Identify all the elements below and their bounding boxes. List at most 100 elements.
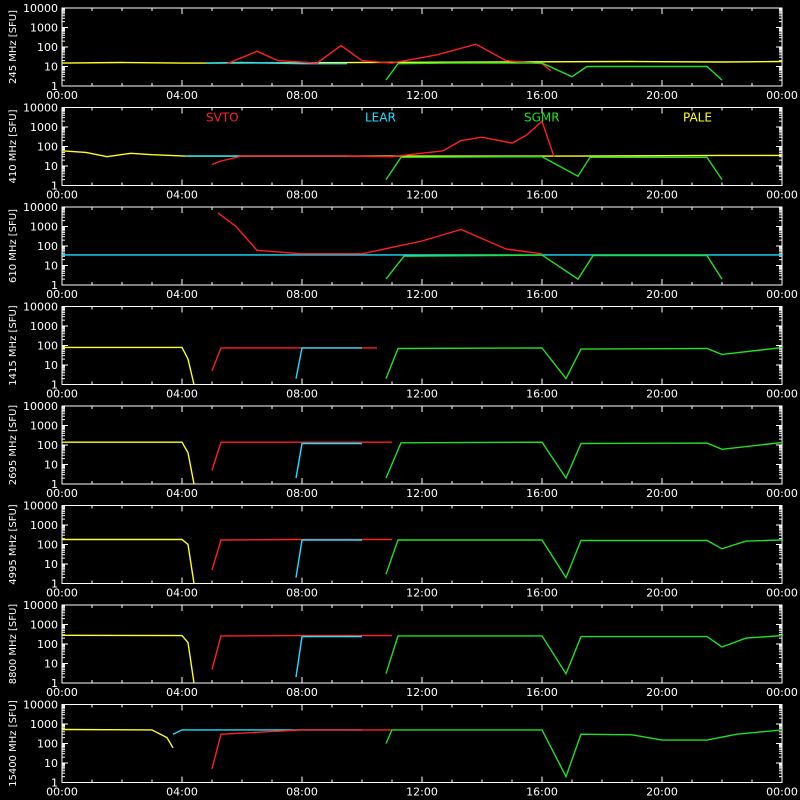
y-axis-label: 410 MHz [SFU] bbox=[8, 109, 19, 183]
x-tick-label: 04:00 bbox=[166, 686, 198, 699]
x-tick-label: 20:00 bbox=[646, 487, 678, 500]
x-tick-label: 04:00 bbox=[166, 288, 198, 301]
x-tick-label: 16:00 bbox=[526, 587, 558, 600]
x-tick-label: 00:00 bbox=[46, 89, 78, 102]
y-tick-label: 100 bbox=[37, 141, 58, 154]
x-tick-label: 04:00 bbox=[166, 189, 198, 202]
x-tick-label: 20:00 bbox=[646, 388, 678, 401]
x-tick-label: 00:00 bbox=[46, 786, 78, 799]
x-tick-label: 04:00 bbox=[166, 786, 198, 799]
y-tick-label: 100 bbox=[37, 240, 58, 253]
x-tick-label: 00:00 bbox=[766, 686, 798, 699]
x-tick-label: 16:00 bbox=[526, 487, 558, 500]
x-tick-label: 16:00 bbox=[526, 388, 558, 401]
y-tick-label: 10 bbox=[44, 459, 58, 472]
y-tick-label: 100 bbox=[37, 41, 58, 54]
series-line-sgmr bbox=[385, 155, 723, 180]
y-tick-label: 1 bbox=[51, 379, 58, 392]
series-line-svto bbox=[211, 119, 555, 166]
y-tick-label: 1 bbox=[51, 279, 58, 292]
y-tick-label: 10000 bbox=[23, 500, 58, 513]
series-line-svto bbox=[211, 729, 392, 770]
series-line-pale bbox=[62, 538, 195, 584]
x-tick-label: 12:00 bbox=[406, 189, 438, 202]
x-tick-label: 04:00 bbox=[166, 388, 198, 401]
plot-frame bbox=[61, 505, 783, 584]
y-tick-label: 1000 bbox=[30, 221, 58, 234]
x-tick-label: 20:00 bbox=[646, 89, 678, 102]
y-tick-label: 100 bbox=[37, 439, 58, 452]
series-line-lear bbox=[295, 442, 362, 479]
series-line-lear bbox=[295, 539, 362, 578]
x-tick-label: 00:00 bbox=[766, 288, 798, 301]
series-line-sgmr bbox=[385, 441, 783, 480]
x-tick-label: 12:00 bbox=[406, 288, 438, 301]
y-axis-label: 4995 MHz [SFU] bbox=[8, 504, 19, 585]
y-tick-label: 10 bbox=[44, 160, 58, 173]
series-line-svto bbox=[217, 212, 543, 255]
x-tick-label: 00:00 bbox=[766, 388, 798, 401]
y-tick-label: 10 bbox=[44, 658, 58, 671]
series-line-pale bbox=[61, 150, 782, 158]
y-tick-label: 100 bbox=[37, 340, 58, 353]
x-tick-label: 20:00 bbox=[646, 189, 678, 202]
y-tick-label: 1 bbox=[51, 80, 58, 93]
y-axis-label: 610 MHz [SFU] bbox=[8, 209, 19, 283]
y-tick-label: 1000 bbox=[30, 420, 58, 433]
y-axis-label: 1415 MHz [SFU] bbox=[8, 305, 19, 386]
x-tick-label: 00:00 bbox=[766, 89, 798, 102]
y-tick-label: 1000 bbox=[30, 320, 58, 333]
plot-frame bbox=[61, 206, 783, 286]
plot-frame bbox=[61, 7, 783, 87]
y-tick-label: 1 bbox=[51, 180, 58, 193]
series-line-svto bbox=[211, 347, 377, 372]
x-tick-label: 00:00 bbox=[766, 587, 798, 600]
x-tick-label: 12:00 bbox=[406, 487, 438, 500]
x-tick-label: 20:00 bbox=[646, 786, 678, 799]
x-tick-label: 00:00 bbox=[46, 388, 78, 401]
x-tick-label: 16:00 bbox=[526, 786, 558, 799]
series-line-svto bbox=[211, 634, 392, 670]
x-tick-label: 00:00 bbox=[46, 189, 78, 202]
legend-pale: PALE bbox=[683, 111, 712, 125]
y-tick-label: 10 bbox=[44, 260, 58, 273]
x-tick-label: 00:00 bbox=[46, 487, 78, 500]
y-tick-label: 1000 bbox=[30, 619, 58, 632]
legend-sgmr: SGMR bbox=[524, 111, 560, 125]
series-line-lear bbox=[295, 347, 362, 379]
x-tick-label: 04:00 bbox=[166, 587, 198, 600]
x-tick-label: 08:00 bbox=[286, 89, 318, 102]
series-line-pale bbox=[62, 346, 195, 385]
series-line-svto bbox=[226, 43, 552, 72]
legend-svto: SVTO bbox=[206, 111, 239, 125]
legend-lear: LEAR bbox=[365, 111, 396, 125]
x-tick-label: 00:00 bbox=[766, 786, 798, 799]
x-tick-label: 12:00 bbox=[406, 786, 438, 799]
x-tick-label: 08:00 bbox=[286, 686, 318, 699]
y-tick-label: 100 bbox=[37, 539, 58, 552]
x-tick-label: 08:00 bbox=[286, 487, 318, 500]
x-tick-label: 04:00 bbox=[166, 89, 198, 102]
y-axis-label: 245 MHz [SFU] bbox=[8, 10, 19, 84]
x-tick-label: 12:00 bbox=[406, 587, 438, 600]
x-tick-label: 00:00 bbox=[46, 587, 78, 600]
y-tick-label: 10000 bbox=[23, 2, 58, 15]
x-tick-label: 12:00 bbox=[406, 89, 438, 102]
x-tick-label: 08:00 bbox=[286, 786, 318, 799]
x-tick-label: 16:00 bbox=[526, 686, 558, 699]
y-tick-label: 100 bbox=[37, 638, 58, 651]
y-tick-label: 1 bbox=[51, 578, 58, 591]
x-tick-label: 00:00 bbox=[46, 686, 78, 699]
y-tick-label: 1000 bbox=[30, 121, 58, 134]
y-tick-label: 100 bbox=[37, 738, 58, 751]
y-tick-label: 10000 bbox=[23, 699, 58, 712]
y-tick-label: 10000 bbox=[23, 201, 58, 214]
y-tick-label: 1 bbox=[51, 478, 58, 491]
